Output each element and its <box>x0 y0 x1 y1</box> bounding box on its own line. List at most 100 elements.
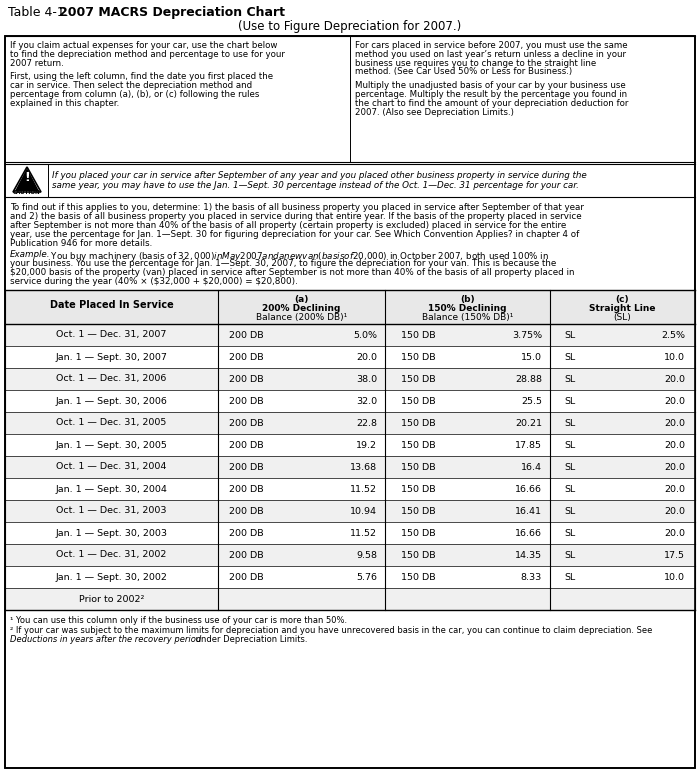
Text: 2007. (Also see Depreciation Limits.): 2007. (Also see Depreciation Limits.) <box>355 107 514 117</box>
Text: 150 DB: 150 DB <box>400 573 435 581</box>
Text: To find out if this applies to you, determine: 1) the basis of all business prop: To find out if this applies to you, dete… <box>10 203 584 212</box>
Text: 150% Declining: 150% Declining <box>428 304 507 313</box>
Text: 200% Declining: 200% Declining <box>262 304 341 313</box>
Bar <box>5 434 695 456</box>
Text: 14.35: 14.35 <box>515 550 542 560</box>
Text: 200 DB: 200 DB <box>229 418 263 428</box>
Text: 20.0: 20.0 <box>664 506 685 516</box>
Text: 20.0: 20.0 <box>664 397 685 405</box>
Text: 22.8: 22.8 <box>356 418 377 428</box>
Text: car in service. Then select the depreciation method and: car in service. Then select the deprecia… <box>10 81 252 90</box>
Text: 10.0: 10.0 <box>664 573 685 581</box>
Text: $20,000 basis of the property (van) placed in service after September is not mor: $20,000 basis of the property (van) plac… <box>10 268 575 277</box>
Text: 150 DB: 150 DB <box>400 462 435 472</box>
Text: 8.33: 8.33 <box>521 573 542 581</box>
Text: your business. You use the percentage for Jan. 1—Sept. 30, 2007, to figure the d: your business. You use the percentage fo… <box>10 259 556 268</box>
Text: 200 DB: 200 DB <box>229 353 263 361</box>
Text: (b): (b) <box>460 295 475 304</box>
Text: 150 DB: 150 DB <box>400 550 435 560</box>
Bar <box>5 412 695 434</box>
Text: Balance (200% DB)¹: Balance (200% DB)¹ <box>256 313 347 322</box>
Text: 150 DB: 150 DB <box>400 418 435 428</box>
Text: Oct. 1 — Dec. 31, 2007: Oct. 1 — Dec. 31, 2007 <box>56 330 167 340</box>
Text: 16.4: 16.4 <box>521 462 542 472</box>
Text: 11.52: 11.52 <box>350 529 377 537</box>
Text: 17.5: 17.5 <box>664 550 685 560</box>
Bar <box>5 390 695 412</box>
Text: 13.68: 13.68 <box>350 462 377 472</box>
Bar <box>5 324 695 346</box>
Bar <box>5 478 695 500</box>
Text: 200 DB: 200 DB <box>229 485 263 493</box>
Text: 20.0: 20.0 <box>664 418 685 428</box>
Text: You buy machinery (basis of $32,000) in May 2007 and a new van (basis of $20,000: You buy machinery (basis of $32,000) in … <box>48 250 549 263</box>
Text: 150 DB: 150 DB <box>400 330 435 340</box>
Text: under Depreciation Limits.: under Depreciation Limits. <box>193 635 307 644</box>
Text: Prior to 2002²: Prior to 2002² <box>79 594 144 604</box>
Text: and 2) the basis of all business property you placed in service during that enti: and 2) the basis of all business propert… <box>10 212 582 221</box>
Text: explained in this chapter.: explained in this chapter. <box>10 99 119 108</box>
Text: the chart to find the amount of your depreciation deduction for: the chart to find the amount of your dep… <box>355 99 629 108</box>
Text: 9.58: 9.58 <box>356 550 377 560</box>
Text: 150 DB: 150 DB <box>400 529 435 537</box>
Text: SL: SL <box>564 441 575 449</box>
Text: 28.88: 28.88 <box>515 374 542 384</box>
Text: If you claim actual expenses for your car, use the chart below: If you claim actual expenses for your ca… <box>10 41 277 50</box>
Bar <box>5 522 695 544</box>
Text: Example.: Example. <box>10 250 50 259</box>
Text: 200 DB: 200 DB <box>229 397 263 405</box>
Text: For cars placed in service before 2007, you must use the same: For cars placed in service before 2007, … <box>355 41 628 50</box>
Text: SL: SL <box>564 330 575 340</box>
Text: Date Placed In Service: Date Placed In Service <box>50 300 174 310</box>
Bar <box>5 456 695 478</box>
Text: SL: SL <box>564 462 575 472</box>
Text: 5.76: 5.76 <box>356 573 377 581</box>
Bar <box>5 290 695 324</box>
Bar <box>5 588 695 610</box>
Text: SL: SL <box>564 353 575 361</box>
Text: SL: SL <box>564 418 575 428</box>
Text: 16.66: 16.66 <box>515 529 542 537</box>
Text: 150 DB: 150 DB <box>400 353 435 361</box>
Text: Jan. 1 — Sept. 30, 2004: Jan. 1 — Sept. 30, 2004 <box>55 485 167 493</box>
Text: SL: SL <box>564 573 575 581</box>
Text: method. (See Car Used 50% or Less for Business.): method. (See Car Used 50% or Less for Bu… <box>355 67 572 76</box>
Text: If you placed your car in service after September of any year and you placed oth: If you placed your car in service after … <box>52 171 587 180</box>
Text: Jan. 1 — Sept. 30, 2002: Jan. 1 — Sept. 30, 2002 <box>55 573 167 581</box>
Text: 200 DB: 200 DB <box>229 330 263 340</box>
Text: 2.5%: 2.5% <box>661 330 685 340</box>
Bar <box>5 544 695 566</box>
Text: Jan. 1 — Sept. 30, 2007: Jan. 1 — Sept. 30, 2007 <box>55 353 167 361</box>
Text: 2007 return.: 2007 return. <box>10 59 64 68</box>
Text: 20.0: 20.0 <box>664 529 685 537</box>
Text: 200 DB: 200 DB <box>229 550 263 560</box>
Text: 200 DB: 200 DB <box>229 462 263 472</box>
Polygon shape <box>13 167 41 192</box>
Text: First, using the left column, find the date you first placed the: First, using the left column, find the d… <box>10 73 273 81</box>
Text: (Use to Figure Depreciation for 2007.): (Use to Figure Depreciation for 2007.) <box>239 20 461 33</box>
Text: Deductions in years after the recovery period: Deductions in years after the recovery p… <box>10 635 202 644</box>
Text: (SL): (SL) <box>614 313 631 322</box>
Text: (a): (a) <box>294 295 309 304</box>
Text: 38.0: 38.0 <box>356 374 377 384</box>
Text: percentage from column (a), (b), or (c) following the rules: percentage from column (a), (b), or (c) … <box>10 90 260 99</box>
Text: 32.0: 32.0 <box>356 397 377 405</box>
Text: Oct. 1 — Dec. 31, 2002: Oct. 1 — Dec. 31, 2002 <box>56 550 167 560</box>
Text: Balance (150% DB)¹: Balance (150% DB)¹ <box>422 313 513 322</box>
Text: Jan. 1 — Sept. 30, 2006: Jan. 1 — Sept. 30, 2006 <box>55 397 167 405</box>
Text: 17.85: 17.85 <box>515 441 542 449</box>
Text: SL: SL <box>564 485 575 493</box>
Text: SL: SL <box>564 374 575 384</box>
Polygon shape <box>15 168 39 191</box>
Text: 200 DB: 200 DB <box>229 374 263 384</box>
Bar <box>5 346 695 368</box>
Text: 15.0: 15.0 <box>521 353 542 361</box>
Text: to find the depreciation method and percentage to use for your: to find the depreciation method and perc… <box>10 50 285 59</box>
Text: Oct. 1 — Dec. 31, 2006: Oct. 1 — Dec. 31, 2006 <box>56 374 167 384</box>
Text: 20.0: 20.0 <box>664 485 685 493</box>
Text: Jan. 1 — Sept. 30, 2005: Jan. 1 — Sept. 30, 2005 <box>55 441 167 449</box>
Text: same year, you may have to use the Jan. 1—Sept. 30 percentage instead of the Oct: same year, you may have to use the Jan. … <box>52 181 579 190</box>
Text: service during the year (40% × ($32,000 + $20,000) = $20,800).: service during the year (40% × ($32,000 … <box>10 277 298 286</box>
Text: ² If your car was subject to the maximum limits for depreciation and you have un: ² If your car was subject to the maximum… <box>10 626 652 635</box>
Text: method you used on last year’s return unless a decline in your: method you used on last year’s return un… <box>355 50 626 59</box>
